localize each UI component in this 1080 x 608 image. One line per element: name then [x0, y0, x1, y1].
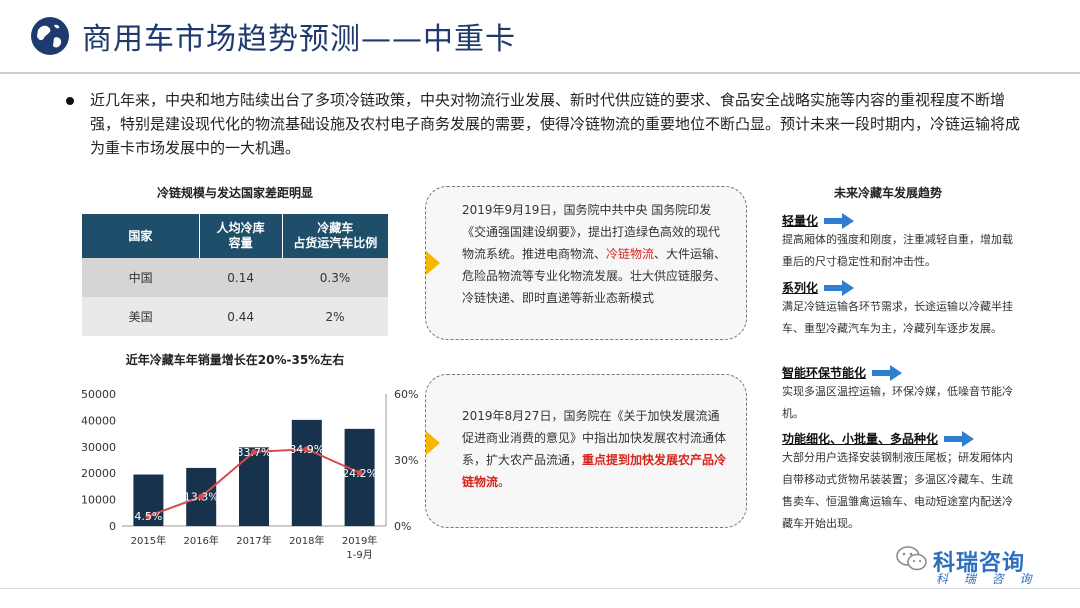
arrow-right-icon: [872, 364, 903, 381]
wechat-icon: [896, 546, 927, 571]
arrow-right-icon: [824, 212, 855, 229]
y2-tick-label: 60%: [394, 388, 418, 401]
x-tick-label: 2019年 1-9月: [342, 534, 377, 561]
growth-point: [303, 446, 310, 453]
y2-tick-label: 30%: [394, 454, 418, 467]
brand-name: 科瑞咨询: [933, 551, 1026, 576]
trend-description: 满足冷链运输各环节需求，长途运输以冷藏半挂车、重型冷藏汽车为主，冷藏列车逐步发展…: [782, 300, 1013, 335]
table-row: 中国 0.14 0.3%: [82, 258, 388, 297]
header-divider: [0, 72, 1080, 74]
y-tick-label: 0: [109, 520, 116, 533]
growth-data-label: 24.2%: [342, 467, 377, 480]
table-cell: 0.3%: [282, 258, 388, 297]
trend-item: 系列化 满足冷链运输各环节需求，长途运输以冷藏半挂车、重型冷藏汽车为主，冷藏列车…: [782, 279, 1018, 340]
footer-divider: [0, 588, 1080, 589]
growth-data-label: 13.3%: [184, 491, 219, 504]
policy-callout: 2019年9月19日，国务院中共中央 国务院印发《交通强国建设纲要》，提出打造绿…: [425, 186, 747, 340]
table-cell: 美国: [82, 297, 200, 336]
trend-item: 轻量化 提高厢体的强度和刚度，注重减轻自重，增加载重后的尺寸稳定性和耐冲击性。: [782, 212, 1018, 273]
y-tick-label: 50000: [81, 388, 116, 401]
y-tick-label: 20000: [81, 467, 116, 480]
x-tick-label: 2015年: [131, 534, 166, 547]
x-tick-label: 2016年: [183, 534, 218, 547]
trend-description: 大部分用户选择安装钢制液压尾板；研发厢体内自带移动式货物吊装装置；多温区冷藏车、…: [782, 451, 1013, 530]
table-cell: 2%: [282, 297, 388, 336]
trends-title: 未来冷藏车发展趋势: [833, 186, 942, 200]
table-header-cell: 冷藏车 占货运汽车比例: [282, 214, 388, 258]
comparison-table: 国家 人均冷库 容量 冷藏车 占货运汽车比例 中国 0.14 0.3% 美国 0.4…: [82, 214, 388, 336]
chevron-right-icon: [426, 251, 440, 275]
intro-paragraph: 近几年来，中央和地方陆续出台了多项冷链政策，中央对物流行业发展、新时代供应链的要…: [90, 91, 1021, 157]
trend-heading: 智能环保节能化: [782, 366, 867, 380]
brand-subtitle: 科 瑞 咨 询: [936, 572, 1038, 586]
growth-data-label: 4.5%: [134, 510, 162, 523]
growth-point: [251, 448, 257, 455]
trend-item: 智能环保节能化 实现多温区温控运输，环保冷媒，低噪音节能冷机。: [782, 364, 1018, 425]
globe-logo-icon: [31, 17, 69, 55]
chevron-right-icon: [426, 431, 440, 455]
trend-heading: 系列化: [782, 281, 819, 295]
highlight-text: 冷链物流: [606, 247, 655, 261]
trend-item: 功能细化、小批量、多品种化 大部分用户选择安装钢制液压尾板；研发厢体内自带移动式…: [782, 430, 1018, 535]
y-tick-label: 10000: [81, 494, 116, 507]
table-header-cell: 人均冷库 容量: [199, 214, 283, 258]
table-cell: 0.14: [199, 258, 283, 297]
page-title: 商用车市场趋势预测——中重卡: [82, 22, 516, 57]
table-title: 冷链规模与发达国家差距明显: [156, 186, 313, 200]
sales-combo-chart: 0 10000 20000 30000 40000 50000 0% 30% 60% 2015年 2…: [81, 388, 418, 561]
x-tick-label: 2017年: [236, 534, 271, 547]
trend-heading: 功能细化、小批量、多品种化: [782, 432, 939, 446]
y2-tick-label: 0%: [394, 520, 411, 533]
bullet-icon: [66, 97, 74, 105]
table-cell: 中国: [82, 258, 200, 297]
table-header-cell: 国家: [82, 214, 200, 258]
bar: [291, 419, 322, 526]
bar: [239, 447, 269, 526]
bar: [344, 428, 375, 526]
growth-data-label: 34.9%: [289, 443, 324, 456]
x-tick-label: 2018年: [289, 534, 324, 547]
growth-point: [198, 493, 205, 500]
highlight-text: 重点提到加快发展农产品冷链物流: [462, 453, 727, 489]
growth-data-label: 33.7%: [237, 446, 272, 459]
arrow-right-icon: [824, 279, 855, 296]
table-row: 美国 0.44 2%: [82, 297, 388, 336]
trend-description: 提高厢体的强度和刚度，注重减轻自重，增加载重后的尺寸稳定性和耐冲击性。: [782, 233, 1013, 268]
arrow-right-icon: [944, 430, 975, 447]
y-tick-label: 30000: [81, 441, 116, 454]
y-tick-label: 40000: [81, 414, 116, 427]
growth-point: [145, 513, 152, 520]
chart-title: 近年冷藏车年销量增长在20%-35%左右: [125, 353, 345, 367]
policy-callout: 2019年8月27日，国务院在《关于加快发展流通促进商业消费的意见》中指出加快发…: [425, 374, 747, 528]
trend-heading: 轻量化: [782, 214, 819, 228]
trend-description: 实现多温区温控运输，环保冷媒，低噪音节能冷机。: [782, 385, 1013, 420]
table-cell: 0.44: [199, 297, 283, 336]
growth-point: [356, 469, 363, 476]
